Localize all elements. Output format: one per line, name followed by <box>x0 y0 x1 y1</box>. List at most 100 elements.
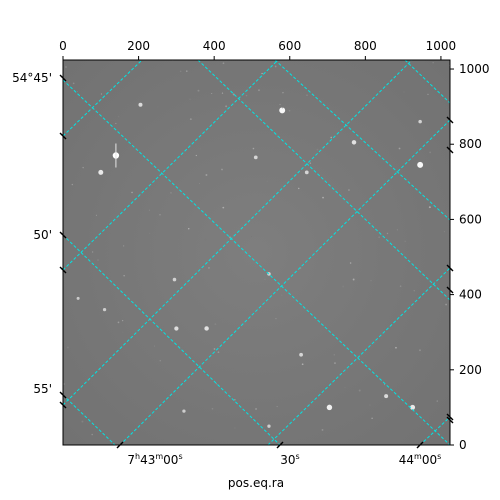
noise-speck <box>441 299 443 301</box>
noise-speck <box>189 118 192 121</box>
noise-speck <box>322 196 324 199</box>
noise-speck <box>148 209 150 211</box>
noise-speck <box>427 93 429 96</box>
grid-line <box>63 60 413 406</box>
noise-speck <box>149 232 151 234</box>
noise-speck <box>188 227 190 230</box>
noise-speck <box>211 92 213 95</box>
noise-speck <box>161 250 164 252</box>
noise-speck <box>252 147 255 150</box>
star <box>351 140 357 145</box>
noise-speck <box>395 346 397 349</box>
noise-speck <box>76 90 78 93</box>
noise-speck <box>215 383 217 385</box>
noise-speck <box>369 404 371 406</box>
star <box>204 326 209 331</box>
noise-speck <box>352 278 355 281</box>
noise-speck <box>279 103 281 106</box>
noise-speck <box>97 259 99 261</box>
dec-tick-label: 50' <box>33 228 52 242</box>
noise-speck <box>92 251 94 253</box>
grid-line <box>119 119 450 445</box>
noise-speck <box>333 354 335 356</box>
noise-speck <box>255 408 257 410</box>
noise-speck <box>436 400 438 402</box>
noise-speck <box>198 192 201 195</box>
noise-speck <box>154 345 156 347</box>
noise-speck <box>118 115 120 118</box>
noise-speck <box>334 362 336 365</box>
grid-line <box>63 394 116 445</box>
star <box>267 424 271 428</box>
right-axis-tick-label: 0 <box>459 438 467 452</box>
noise-speck <box>198 182 201 185</box>
right-axis-tick-label: 600 <box>459 212 482 226</box>
noise-speck <box>398 147 401 150</box>
noise-speck <box>197 89 200 92</box>
image-area <box>63 60 450 445</box>
noise-speck <box>182 296 184 298</box>
grid-edge-tick <box>276 441 284 449</box>
right-axis-tick-label: 200 <box>459 363 482 377</box>
grid-edge-tick <box>59 231 67 239</box>
top-axis: 0 200 400 600 800 1000 <box>59 39 456 60</box>
noise-speck <box>91 433 93 436</box>
grid-line <box>63 60 143 137</box>
grid-line <box>267 267 450 445</box>
grid-edge-tick <box>446 413 454 421</box>
star <box>417 161 424 168</box>
noise-speck <box>95 214 97 216</box>
noise-speck <box>211 407 214 410</box>
noise-speck <box>82 166 84 169</box>
noise-speck <box>159 214 161 216</box>
dec-tick-label: 54°45' <box>12 71 52 85</box>
star <box>279 107 286 114</box>
noise-speck <box>419 349 421 352</box>
grid-edge-tick <box>446 416 454 424</box>
grid-line <box>197 60 450 301</box>
noise-speck <box>234 427 236 429</box>
noise-speck <box>225 105 228 108</box>
noise-speck <box>428 206 431 209</box>
noise-speck <box>261 72 263 75</box>
noise-speck <box>344 387 346 389</box>
noise-speck <box>122 245 125 247</box>
noise-speck <box>204 238 207 241</box>
noise-speck <box>281 106 284 109</box>
star <box>384 394 389 399</box>
noise-speck <box>251 236 253 238</box>
noise-speck <box>276 406 278 408</box>
noise-speck <box>245 94 248 97</box>
ra-tick-label: 7h43m00s <box>127 452 182 467</box>
plot-frame <box>62 59 451 446</box>
noise-speck <box>306 94 308 96</box>
grid-edge-tick <box>446 116 454 124</box>
noise-speck <box>264 278 266 280</box>
right-axis-tick-label: 400 <box>459 288 482 302</box>
star <box>102 308 107 312</box>
noise-speck <box>208 266 210 269</box>
noise-speck <box>275 318 277 320</box>
top-axis-tick-label: 1000 <box>426 39 457 53</box>
star <box>418 119 422 124</box>
star <box>138 102 143 107</box>
grid-line <box>404 60 450 104</box>
noise-speck <box>186 70 188 72</box>
noise-speck <box>237 350 240 353</box>
noise-speck <box>274 65 277 68</box>
grid-edge-tick <box>59 391 67 399</box>
noise-speck <box>316 148 319 151</box>
noise-speck <box>100 93 103 95</box>
noise-speck <box>63 383 66 386</box>
noise-speck <box>288 109 291 112</box>
noise-speck <box>378 236 380 238</box>
noise-speck <box>443 230 446 233</box>
grid-edge-tick <box>446 264 454 272</box>
star <box>174 326 179 331</box>
noise-speck <box>301 363 304 366</box>
noise-speck <box>66 346 69 349</box>
noise-speck <box>117 321 120 324</box>
noise-speck <box>222 206 225 209</box>
ra-tick-label: 30s <box>280 452 299 467</box>
noise-speck <box>195 154 197 157</box>
